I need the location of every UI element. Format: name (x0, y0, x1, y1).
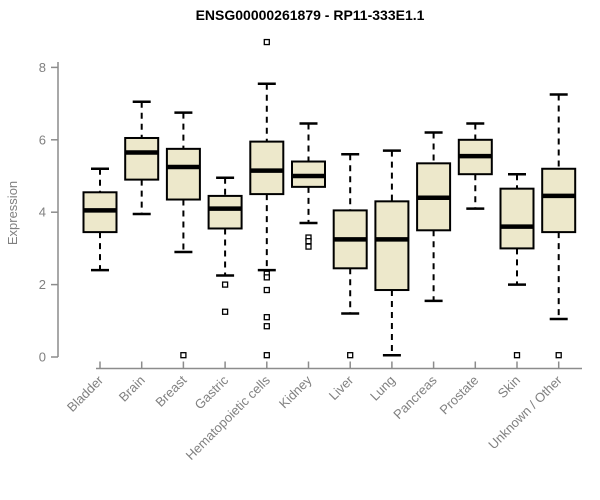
outlier-point (555, 352, 562, 359)
x-tick-label: Unknown / Other (485, 372, 565, 452)
y-tick-label: 6 (39, 132, 46, 147)
y-tick-label: 4 (39, 205, 46, 220)
outlier-point (305, 243, 312, 250)
iqr-box (207, 194, 243, 230)
y-axis-label: Expression (5, 181, 20, 245)
box-gastric (207, 176, 243, 315)
iqr-box (249, 140, 285, 196)
box-unknown-other (541, 93, 577, 359)
box-pancreas (416, 131, 452, 303)
iqr-box (541, 167, 577, 234)
outlier-point (221, 281, 229, 288)
y-tick-label: 2 (39, 277, 46, 292)
box-series (82, 38, 577, 359)
box-skin (499, 172, 535, 359)
box-prostate (457, 122, 493, 210)
box-lung (374, 149, 410, 357)
x-tick-label: Brain (116, 373, 148, 405)
box-hematopoietic-cells (249, 38, 285, 359)
outlier-point (347, 352, 354, 359)
box-brain (124, 100, 160, 216)
iqr-box (124, 136, 160, 181)
x-tick-label: Kidney (276, 372, 315, 411)
box-liver (332, 153, 368, 359)
outlier-point (263, 314, 270, 321)
x-tick-label: Pancreas (390, 372, 440, 422)
y-tick-label: 0 (39, 350, 46, 365)
x-tick-label: Liver (326, 372, 357, 403)
outlier-point (263, 352, 270, 359)
outlier-point (263, 323, 270, 330)
iqr-box (374, 200, 410, 292)
outlier-point (221, 308, 229, 315)
x-tick-label: Bladder (64, 372, 107, 415)
x-tick-label: Prostate (437, 373, 482, 418)
box-kidney (291, 122, 326, 250)
outlier-point (263, 38, 270, 46)
outlier-point (180, 352, 187, 359)
x-tick-label: Skin (495, 373, 523, 401)
x-tick-label: Lung (367, 373, 398, 404)
iqr-box (165, 147, 201, 201)
box-breast (165, 111, 201, 359)
outlier-point (263, 274, 270, 281)
x-tick-label: Gastric (192, 372, 232, 412)
box-bladder (82, 167, 118, 272)
outlier-point (263, 286, 270, 294)
y-tick-label: 8 (39, 60, 46, 75)
chart-title: ENSG00000261879 - RP11-333E1.1 (196, 7, 425, 23)
iqr-box (499, 187, 535, 250)
outlier-point (513, 352, 521, 359)
outlier-point (305, 238, 312, 245)
x-tick-label: Breast (152, 372, 189, 409)
